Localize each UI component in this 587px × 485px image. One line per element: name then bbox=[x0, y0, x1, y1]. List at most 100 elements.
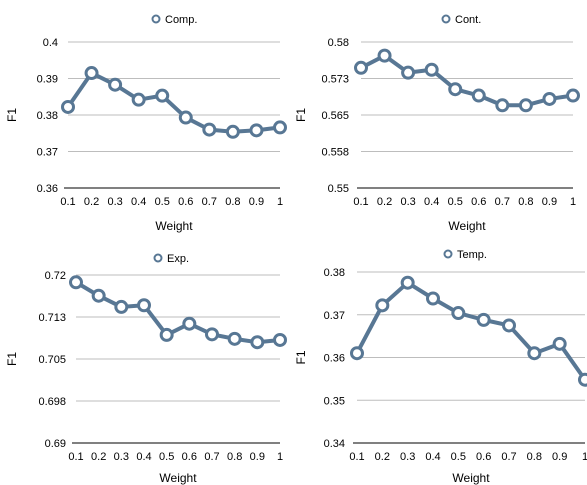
y-tick-label: 0.37 bbox=[324, 310, 345, 322]
data-point bbox=[250, 335, 265, 350]
x-tick-label: 0.9 bbox=[249, 196, 264, 208]
y-tick-label: 0.55 bbox=[328, 183, 349, 195]
x-axis-title: Weight bbox=[448, 219, 486, 233]
y-axis-title: F1 bbox=[294, 350, 308, 364]
x-tick-label: 0.4 bbox=[424, 196, 439, 208]
data-point bbox=[182, 316, 197, 331]
x-tick-label: 0.3 bbox=[114, 451, 129, 463]
x-tick-label: 0.6 bbox=[182, 451, 197, 463]
y-tick-label: 0.38 bbox=[324, 267, 345, 279]
data-point bbox=[495, 98, 510, 113]
y-axis-title: F1 bbox=[294, 108, 308, 122]
y-tick-label: 0.36 bbox=[37, 183, 58, 195]
panel-temp: 0.34 0.35 0.36 0.37 0.38 0.1 0.2 0.3 0.4 0.5 0.6 0.… bbox=[294, 249, 587, 485]
y-tick-label: 0.35 bbox=[324, 395, 345, 407]
y-tick-label: 0.36 bbox=[324, 353, 345, 365]
x-axis-title: Weight bbox=[155, 219, 193, 233]
x-tick-label: 0.3 bbox=[400, 196, 415, 208]
series-line bbox=[359, 53, 575, 108]
x-tick-label: 0.4 bbox=[425, 451, 440, 463]
data-point bbox=[375, 298, 390, 313]
x-tick-label: 0.5 bbox=[448, 196, 463, 208]
data-point bbox=[273, 332, 287, 347]
x-tick-label: 0.9 bbox=[552, 451, 567, 463]
data-point bbox=[69, 275, 83, 290]
x-tick-label: 0.2 bbox=[84, 196, 99, 208]
series-line bbox=[66, 71, 282, 134]
data-point bbox=[552, 336, 567, 351]
series-line bbox=[74, 280, 282, 345]
x-tick-label: 0.2 bbox=[377, 196, 392, 208]
data-point bbox=[249, 123, 264, 138]
x-tick-label: 0.6 bbox=[178, 196, 193, 208]
data-point bbox=[202, 122, 217, 137]
legend-label: Comp. bbox=[165, 14, 197, 26]
x-tick-label: 0.5 bbox=[155, 196, 170, 208]
x-tick-label: 1 bbox=[277, 451, 283, 463]
x-axis-title: Weight bbox=[159, 471, 197, 485]
x-tick-label: 0.5 bbox=[451, 451, 466, 463]
y-tick-label: 0.713 bbox=[38, 312, 66, 324]
y-tick-label: 0.69 bbox=[45, 438, 66, 450]
y-tick-label: 0.705 bbox=[38, 354, 66, 366]
data-point bbox=[350, 346, 364, 361]
panel-cont: 0.55 0.558 0.565 0.573 0.58 0.1 0.2 0.3 0.4 0.5 0.… bbox=[294, 14, 580, 233]
data-point bbox=[448, 82, 463, 97]
x-tick-label: 0.7 bbox=[204, 451, 219, 463]
data-point bbox=[178, 110, 193, 125]
y-tick-label: 0.38 bbox=[37, 110, 58, 122]
x-tick-label: 0.1 bbox=[349, 451, 364, 463]
data-point bbox=[205, 327, 219, 342]
x-tick-label: 0.8 bbox=[227, 451, 242, 463]
x-tick-label: 0.4 bbox=[136, 451, 151, 463]
series-line bbox=[355, 280, 587, 382]
y-tick-label: 0.698 bbox=[38, 396, 66, 408]
x-tick-label: 0.1 bbox=[60, 196, 75, 208]
x-tick-label: 0.2 bbox=[375, 451, 390, 463]
x-tick-label: 0.8 bbox=[527, 451, 542, 463]
data-point bbox=[273, 120, 287, 135]
x-tick-label: 1 bbox=[582, 451, 587, 463]
x-tick-label: 0.3 bbox=[400, 451, 415, 463]
data-point bbox=[424, 62, 439, 77]
data-point bbox=[518, 98, 533, 113]
data-point bbox=[114, 299, 129, 314]
x-tick-label: 0.4 bbox=[131, 196, 146, 208]
x-tick-label: 0.1 bbox=[68, 451, 83, 463]
data-point bbox=[566, 88, 580, 103]
y-tick-label: 0.573 bbox=[321, 74, 349, 86]
y-tick-label: 0.37 bbox=[37, 147, 58, 159]
y-axis-title: F1 bbox=[5, 352, 19, 366]
data-point bbox=[476, 312, 491, 327]
x-tick-label: 0.7 bbox=[501, 451, 516, 463]
x-tick-label: 0.5 bbox=[159, 451, 174, 463]
data-point bbox=[527, 346, 542, 361]
y-tick-label: 0.565 bbox=[321, 110, 349, 122]
legend-marker bbox=[153, 253, 163, 263]
x-tick-label: 0.6 bbox=[476, 451, 491, 463]
x-tick-label: 0.7 bbox=[202, 196, 217, 208]
y-tick-label: 0.4 bbox=[43, 37, 58, 49]
panel-exp: 0.69 0.698 0.705 0.713 0.72 0.1 0.2 0.3 0.4 0.5 0.… bbox=[5, 253, 287, 485]
x-tick-label: 0.7 bbox=[495, 196, 510, 208]
data-point bbox=[225, 124, 240, 139]
data-point bbox=[377, 48, 392, 63]
x-tick-label: 0.3 bbox=[107, 196, 122, 208]
legend-marker bbox=[151, 14, 161, 24]
data-point bbox=[451, 306, 466, 321]
x-tick-label: 0.6 bbox=[471, 196, 486, 208]
x-tick-label: 0.8 bbox=[518, 196, 533, 208]
legend-label: Temp. bbox=[457, 249, 487, 261]
data-point bbox=[401, 65, 416, 80]
legend-marker bbox=[441, 14, 451, 24]
y-tick-label: 0.72 bbox=[45, 270, 66, 282]
y-tick-label: 0.58 bbox=[328, 37, 349, 49]
x-tick-label: 1 bbox=[570, 196, 576, 208]
x-tick-label: 0.1 bbox=[353, 196, 368, 208]
data-point bbox=[471, 88, 486, 103]
data-point bbox=[108, 77, 123, 92]
panel-comp: 0.36 0.37 0.38 0.39 0.4 0.1 0.2 0.3 0.4 0.5 0.6 0.7… bbox=[5, 14, 287, 233]
data-point bbox=[131, 92, 146, 107]
data-point bbox=[155, 88, 170, 103]
data-point bbox=[400, 275, 415, 290]
